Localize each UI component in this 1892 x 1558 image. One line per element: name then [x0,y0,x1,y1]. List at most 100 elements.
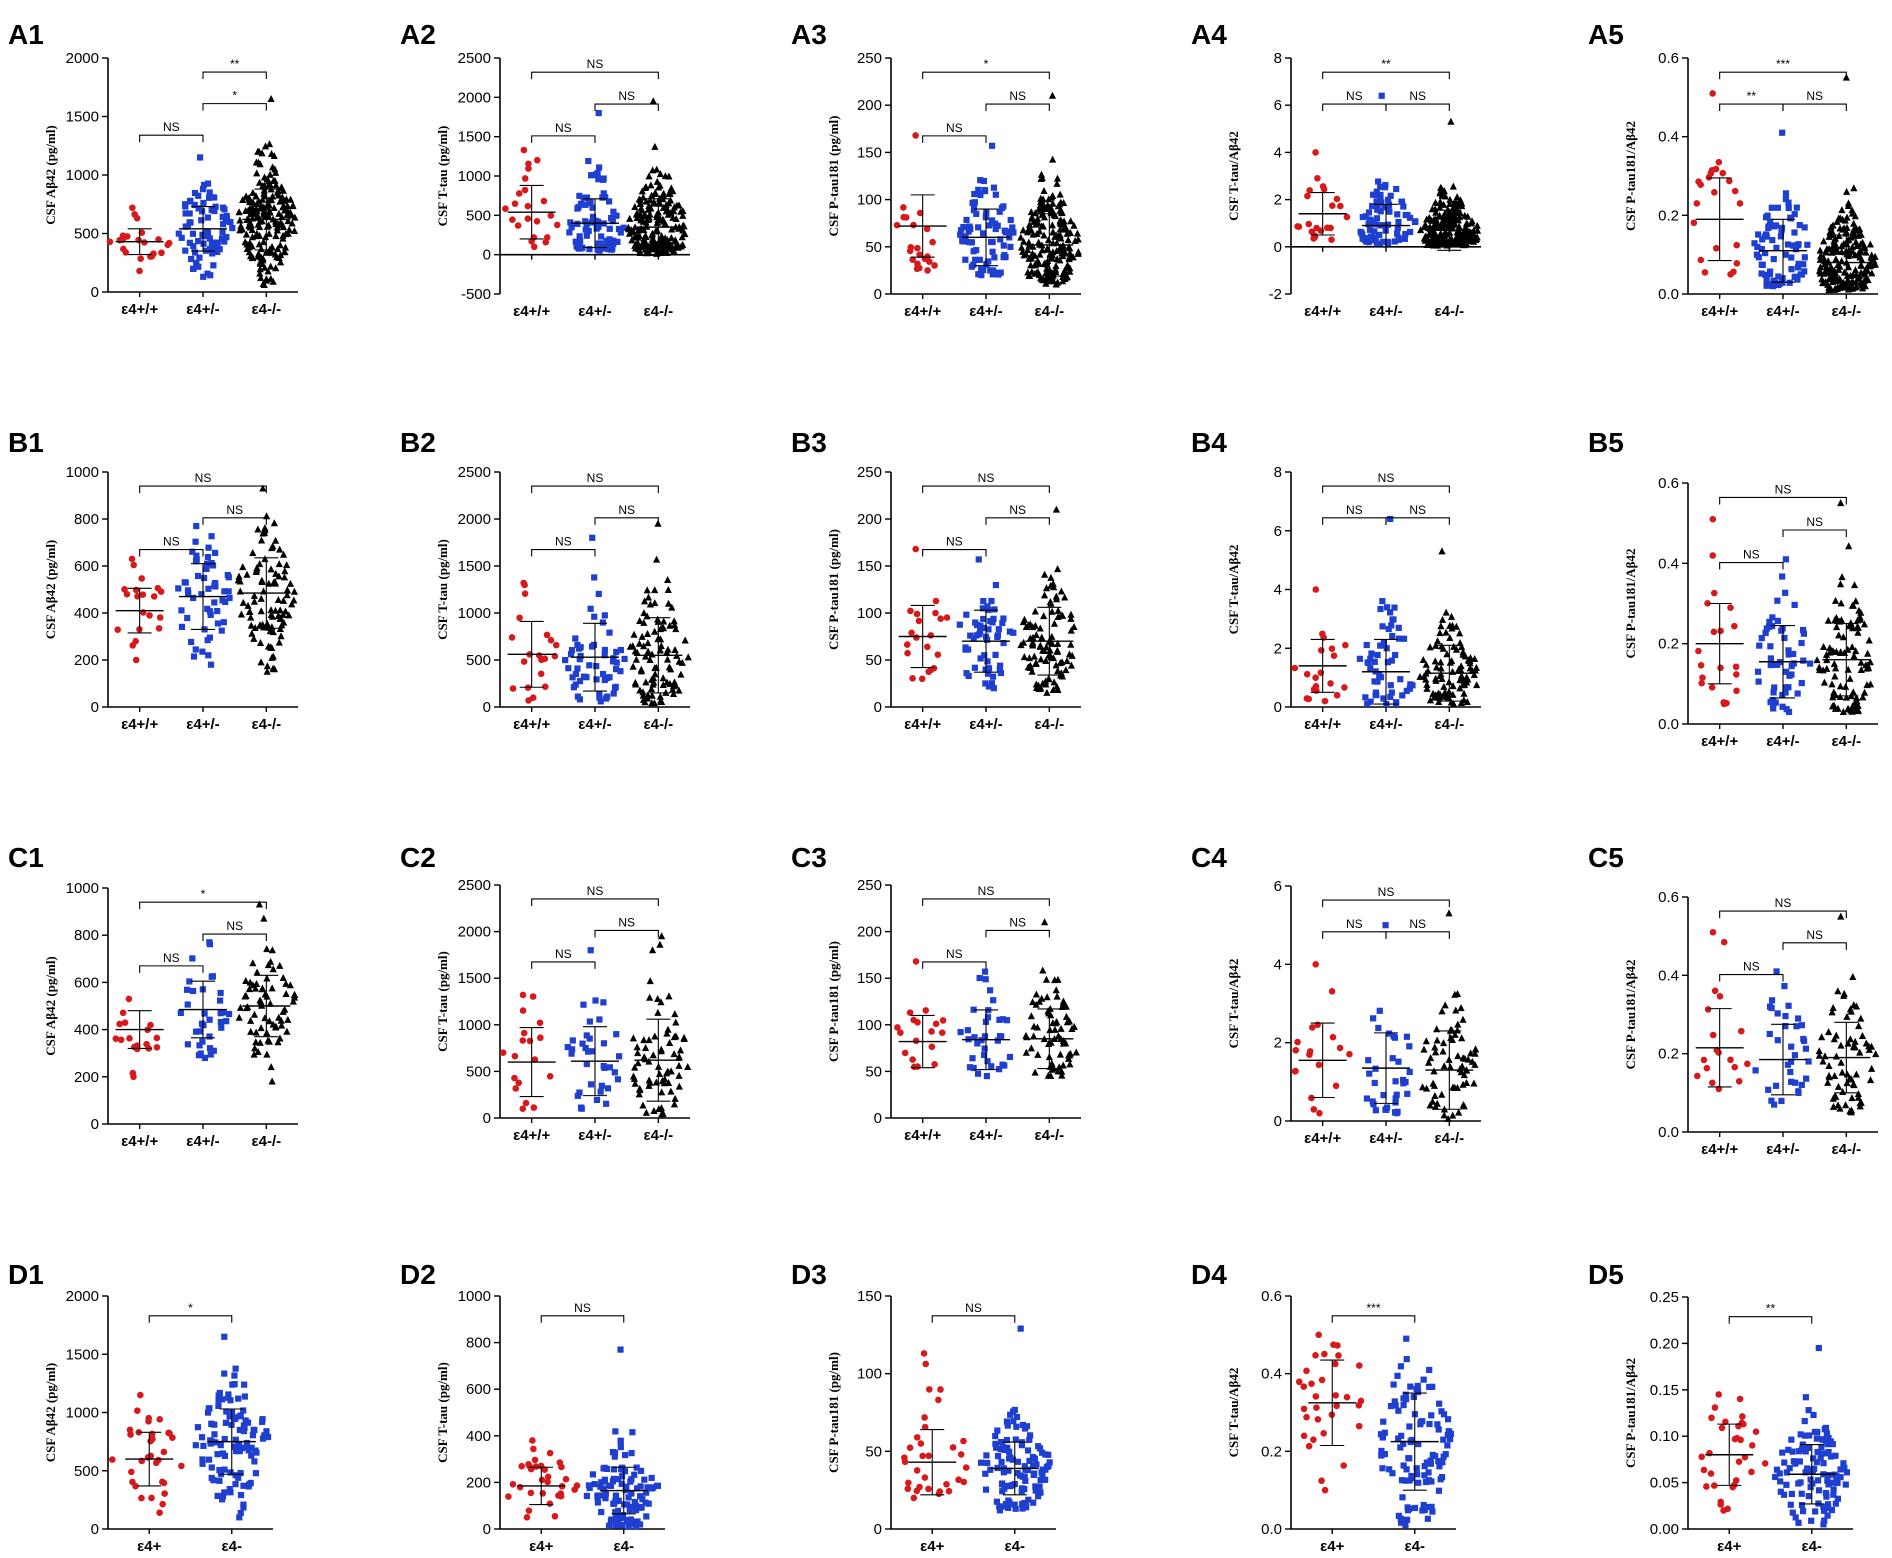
data-point [1707,169,1715,177]
data-point [973,632,980,639]
data-point [1436,1463,1443,1470]
data-point [1391,238,1398,245]
data-point [1839,707,1847,715]
data-point [628,1490,635,1497]
data-point [1793,1023,1800,1030]
data-point [1426,1366,1433,1374]
data-point [1005,1504,1012,1512]
data-point [126,1035,133,1042]
x-tick-label: ε4-/- [1832,303,1862,320]
data-point [1731,622,1738,630]
data-point [511,1074,518,1082]
data-point [1000,1444,1007,1451]
data-point [1717,627,1724,635]
data-point [1846,1074,1854,1082]
data-point [1007,216,1014,224]
y-tick-label: 0.4 [1261,1366,1282,1383]
x-tick-label: ε4+/- [578,303,611,320]
data-point [632,1518,639,1525]
data-point [1377,674,1385,681]
data-point [519,991,527,999]
data-point [1446,1063,1455,1071]
data-point [201,1054,209,1062]
data-point [1456,639,1464,647]
data-point [1036,250,1044,258]
data-point [1379,623,1386,630]
data-point [1304,192,1311,200]
data-point [525,1507,533,1514]
data-point [663,655,672,663]
data-point [1810,1411,1817,1419]
data-point [1383,1104,1391,1111]
data-point [1032,1483,1039,1490]
data-point [260,914,268,922]
data-point [998,1481,1006,1488]
data-point [276,258,285,266]
significance-label: NS [587,57,604,71]
data-point [642,1499,649,1506]
y-tick-label: 1000 [458,1288,491,1305]
data-point [977,177,984,184]
x-tick-label: ε4+/- [1369,303,1402,320]
data-point [116,1020,123,1028]
data-point [1072,1048,1080,1056]
group-1 [977,1325,1053,1514]
data-point [252,158,261,166]
data-point [981,186,988,194]
data-point [1370,217,1377,224]
data-point [1052,1019,1060,1027]
data-point [618,1480,625,1488]
data-point [568,224,575,231]
data-point [1837,1041,1845,1049]
data-point [569,674,576,681]
data-point [623,1486,630,1493]
data-point [1432,663,1441,671]
data-point [912,545,920,553]
data-point [1777,233,1784,240]
x-tick-label: ε4+/+ [1701,303,1738,320]
data-point [1798,1022,1805,1029]
bracket-line [922,485,1050,494]
data-point [1774,1037,1781,1044]
data-point [949,1444,957,1451]
significance-bracket: NS [922,884,1050,906]
data-point [1053,174,1062,182]
significance-bracket: NS [1322,917,1387,939]
data-point [618,1473,626,1480]
data-point [1067,252,1076,260]
significance-bracket: NS [531,121,596,143]
data-point [1819,643,1828,651]
bracket-line [1728,1316,1813,1324]
data-point [257,274,265,282]
data-point [1045,1039,1053,1047]
data-point [274,1038,282,1046]
data-point [1453,989,1462,997]
data-point [1376,231,1383,239]
y-tick-label: 2500 [458,50,491,67]
data-point [956,621,963,628]
data-point [1801,254,1808,261]
x-tick-label: ε4+ [920,1538,944,1555]
data-point [1058,249,1066,257]
data-point [276,241,284,249]
data-point [1711,189,1718,196]
data-point [1748,1468,1755,1476]
data-point [193,552,200,559]
data-point [257,594,265,602]
data-point [1788,1490,1796,1498]
data-point [266,170,274,178]
significance-bracket: * [202,89,267,111]
data-point [1843,236,1851,244]
data-point [278,213,286,221]
data-point [668,603,676,611]
data-point [275,638,283,646]
x-tick-label: ε4+/- [969,303,1002,320]
data-point [1052,505,1061,513]
significance-bracket: NS [202,503,267,525]
data-point [253,169,261,177]
y-axis-title: CSF T-tau/Aβ42 [1226,545,1241,635]
data-point [553,221,561,229]
data-point [158,249,165,257]
group-0 [1695,515,1744,708]
data-point [1812,1508,1819,1515]
